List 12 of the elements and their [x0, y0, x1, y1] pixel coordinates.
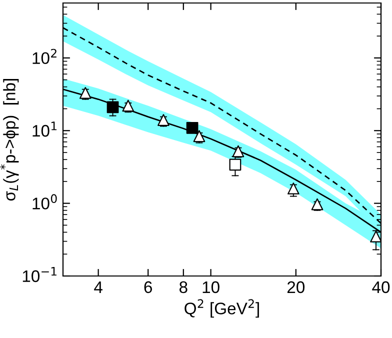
- x-axis-title: Q$^{2}$ [GeV$^{2}$]: [184, 299, 259, 318]
- x-tick-label: 8: [180, 281, 188, 294]
- x-tick-label: 20: [287, 281, 305, 294]
- y-tick-label: 10$^{−1}$: [22, 267, 56, 282]
- x-tick-label: 4: [94, 281, 102, 293]
- x-tick-label: 6: [144, 281, 152, 294]
- x-tick-label: 40: [372, 281, 390, 294]
- x-tick-label: 10: [202, 281, 220, 294]
- y-tick-label: 10$^{0}$: [32, 194, 57, 210]
- y-tick-label: 10$^{1}$: [32, 122, 57, 137]
- y-axis-title: σ$_{L}$(γ$^{*}$p->ϕp) [nb]: [0, 79, 19, 201]
- y-tick-label: 10$^{2}$: [32, 48, 56, 64]
